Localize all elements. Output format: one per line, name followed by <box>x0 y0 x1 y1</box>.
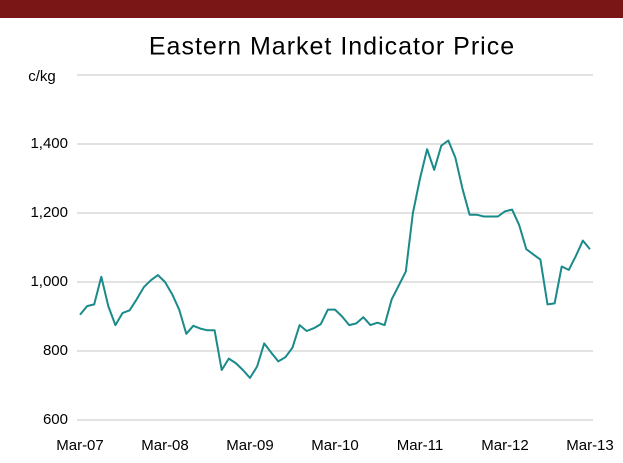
y-tick-label: 600 <box>43 411 68 428</box>
x-tick-label: Mar-13 <box>566 437 614 454</box>
x-tick-label: Mar-09 <box>226 437 274 454</box>
chart-title: Eastern Market Indicator Price <box>149 33 515 61</box>
x-tick-label: Mar-11 <box>397 437 443 454</box>
x-tick-label: Mar-07 <box>56 437 104 454</box>
y-axis-label: c/kg <box>28 68 56 85</box>
header-bar <box>0 0 623 18</box>
y-tick-label: 1,200 <box>30 204 68 221</box>
y-tick-label: 1,000 <box>30 273 68 290</box>
y-tick-label: 800 <box>43 342 68 359</box>
data-line <box>79 139 591 379</box>
x-tick-label: Mar-12 <box>481 437 529 454</box>
x-tick-label: Mar-08 <box>141 437 189 454</box>
y-tick-label: 1,400 <box>30 135 68 152</box>
x-tick-label: Mar-10 <box>311 437 359 454</box>
